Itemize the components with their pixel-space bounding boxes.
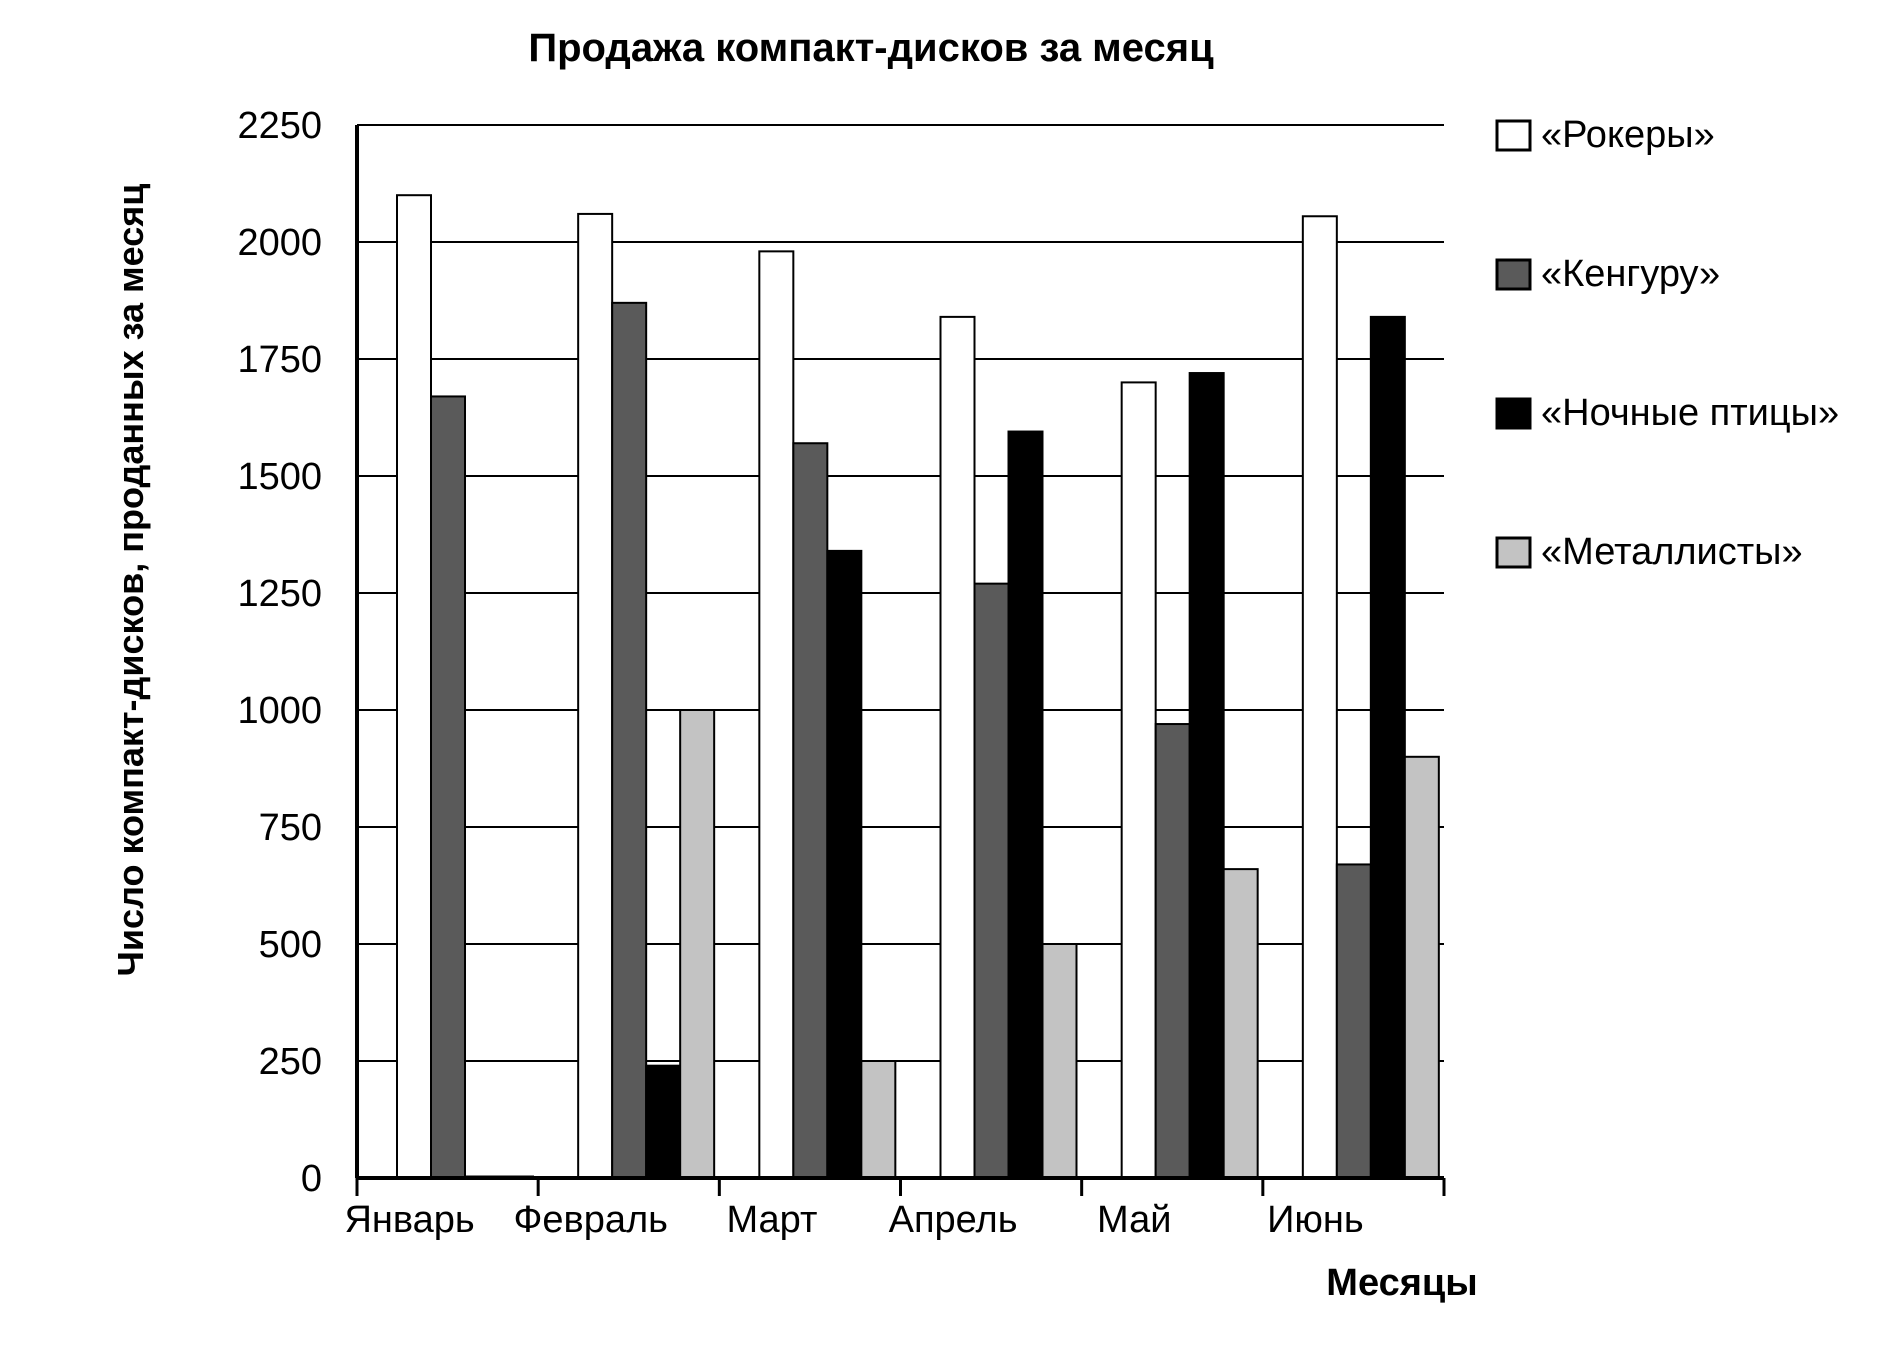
legend-label: «Рокеры» xyxy=(1541,114,1715,156)
bar xyxy=(396,194,432,1179)
y-tick-label: 1250 xyxy=(237,573,322,615)
bar xyxy=(758,250,795,1180)
x-tick-label: Апрель xyxy=(889,1199,1018,1241)
bar xyxy=(1369,315,1406,1179)
grid-lines xyxy=(357,124,1444,1062)
bar xyxy=(611,301,648,1179)
bar xyxy=(1403,755,1440,1179)
y-tick-label: 0 xyxy=(301,1158,322,1200)
bars xyxy=(396,194,1440,1180)
y-tick-label: 500 xyxy=(259,924,322,966)
bar xyxy=(645,1064,682,1180)
legend-label: «Ночные птицы» xyxy=(1541,392,1839,434)
bar xyxy=(1301,215,1338,1179)
bar xyxy=(973,582,1010,1179)
y-tick-label: 2250 xyxy=(237,105,322,147)
bar xyxy=(1335,863,1372,1179)
axes xyxy=(355,125,1446,1196)
x-axis-title: Месяцы xyxy=(1326,1262,1477,1304)
y-tick-labels: 0 250 500 750 1000 1250 1500 1750 2000 2250 xyxy=(237,105,322,1200)
x-tick-label: Июнь xyxy=(1267,1199,1364,1241)
legend-swatch xyxy=(1495,536,1532,569)
legend: «Рокеры» «Кенгуру» «Ночные птицы» «Металлис… xyxy=(1495,114,1839,573)
bar xyxy=(1041,943,1078,1179)
bar xyxy=(860,1060,897,1179)
x-tick-labels: Январь Февраль Март Апрель Май Июнь xyxy=(344,1199,1363,1241)
y-tick-label: 1750 xyxy=(237,339,322,381)
y-axis-title: Число компакт-дисков, проданных за месяц xyxy=(110,184,151,977)
x-tick-label: Май xyxy=(1097,1199,1171,1241)
bar xyxy=(577,212,614,1180)
y-tick-label: 1500 xyxy=(237,456,322,498)
bar xyxy=(1120,381,1157,1179)
bar xyxy=(1154,723,1191,1179)
legend-swatch xyxy=(1495,258,1532,291)
bar xyxy=(679,709,716,1179)
y-tick-label: 1000 xyxy=(237,690,322,732)
y-tick-label: 750 xyxy=(259,807,322,849)
legend-swatch xyxy=(1495,397,1532,430)
bar xyxy=(1188,372,1225,1180)
bar xyxy=(430,395,466,1179)
bar xyxy=(792,442,829,1179)
legend-label: «Кенгуру» xyxy=(1541,253,1720,295)
x-tick-label: Январь xyxy=(344,1199,474,1241)
legend-label: «Металлисты» xyxy=(1541,531,1803,573)
y-tick-label: 250 xyxy=(259,1041,322,1083)
x-tick-label: Февраль xyxy=(514,1199,668,1241)
y-tick-label: 2000 xyxy=(237,222,322,264)
bar xyxy=(939,315,976,1179)
bar xyxy=(1222,868,1259,1179)
bar xyxy=(1007,430,1044,1180)
legend-swatch xyxy=(1495,119,1532,152)
bar xyxy=(826,549,863,1179)
chart-title: Продажа компакт-дисков за месяц xyxy=(528,26,1214,70)
x-tick-label: Март xyxy=(726,1199,817,1241)
